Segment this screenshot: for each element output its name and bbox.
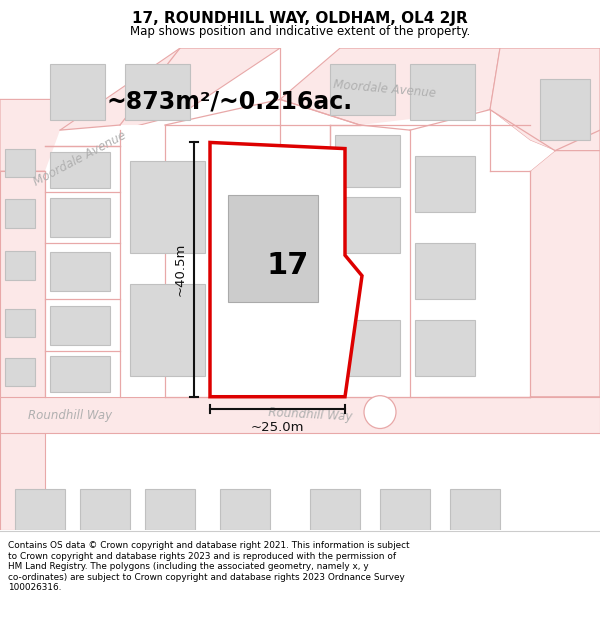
Text: Roundhill Way: Roundhill Way [268, 406, 352, 424]
Polygon shape [60, 48, 280, 130]
Polygon shape [380, 489, 430, 530]
Polygon shape [220, 489, 270, 530]
Polygon shape [530, 151, 600, 397]
Polygon shape [50, 64, 105, 120]
Polygon shape [415, 320, 475, 376]
Polygon shape [0, 171, 45, 530]
Polygon shape [5, 357, 35, 386]
Text: ~873m²/~0.216ac.: ~873m²/~0.216ac. [107, 89, 353, 114]
Text: Moordale Avenue: Moordale Avenue [333, 78, 437, 100]
Text: ~40.5m: ~40.5m [174, 243, 187, 296]
Polygon shape [130, 284, 205, 376]
Polygon shape [0, 99, 120, 171]
Circle shape [364, 396, 396, 429]
Polygon shape [125, 64, 190, 120]
Polygon shape [50, 152, 110, 188]
Polygon shape [0, 397, 600, 432]
Polygon shape [335, 197, 400, 253]
Polygon shape [130, 161, 205, 253]
Text: 17: 17 [267, 251, 309, 280]
Polygon shape [490, 48, 600, 151]
Text: Roundhill Way: Roundhill Way [28, 409, 112, 422]
Polygon shape [50, 306, 110, 346]
Polygon shape [5, 251, 35, 280]
Polygon shape [50, 356, 110, 392]
Polygon shape [280, 48, 500, 130]
Polygon shape [540, 79, 590, 141]
Polygon shape [80, 489, 130, 530]
Polygon shape [5, 199, 35, 228]
Text: Map shows position and indicative extent of the property.: Map shows position and indicative extent… [130, 24, 470, 38]
Polygon shape [410, 64, 475, 120]
Polygon shape [310, 489, 360, 530]
Polygon shape [450, 489, 500, 530]
Polygon shape [145, 489, 195, 530]
Polygon shape [415, 243, 475, 299]
Polygon shape [228, 195, 318, 302]
Polygon shape [330, 64, 395, 115]
Text: 17, ROUNDHILL WAY, OLDHAM, OL4 2JR: 17, ROUNDHILL WAY, OLDHAM, OL4 2JR [132, 11, 468, 26]
Polygon shape [165, 109, 530, 397]
Polygon shape [50, 198, 110, 237]
Text: ~25.0m: ~25.0m [251, 421, 304, 434]
Polygon shape [45, 125, 165, 397]
Polygon shape [415, 156, 475, 212]
Polygon shape [15, 489, 65, 530]
Polygon shape [5, 149, 35, 178]
Polygon shape [335, 320, 400, 376]
Polygon shape [210, 142, 362, 397]
Polygon shape [335, 135, 400, 186]
Text: Moordale Avenue: Moordale Avenue [31, 129, 128, 189]
Polygon shape [50, 252, 110, 291]
Polygon shape [5, 309, 35, 338]
Polygon shape [490, 109, 555, 171]
Text: Contains OS data © Crown copyright and database right 2021. This information is : Contains OS data © Crown copyright and d… [8, 541, 409, 592]
